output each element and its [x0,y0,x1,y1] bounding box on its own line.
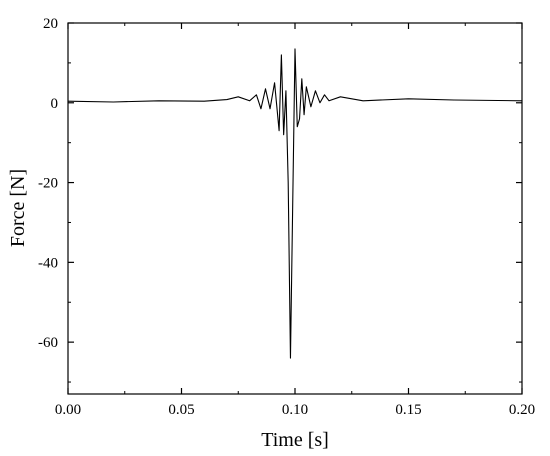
x-axis: 0.00 0.05 0.10 0.15 0.20 [55,23,535,418]
y-axis-title: Force [N] [7,169,29,247]
x-tick-label: 0.15 [395,402,421,418]
y-tick-label: -60 [38,335,58,351]
force-series-line [67,48,523,359]
y-tick-label: 0 [51,96,59,112]
x-axis-title: Time [s] [261,429,329,451]
x-tick-label: 0.00 [55,402,81,418]
y-tick-label: -40 [38,255,58,271]
y-tick-label: -20 [38,176,58,192]
x-tick-label: 0.10 [282,402,308,418]
y-tick-label: 20 [43,16,58,32]
x-tick-label: 0.05 [168,402,194,418]
y-axis: 20 0 -20 -40 -60 [38,16,522,383]
x-tick-label: 0.20 [509,402,535,418]
